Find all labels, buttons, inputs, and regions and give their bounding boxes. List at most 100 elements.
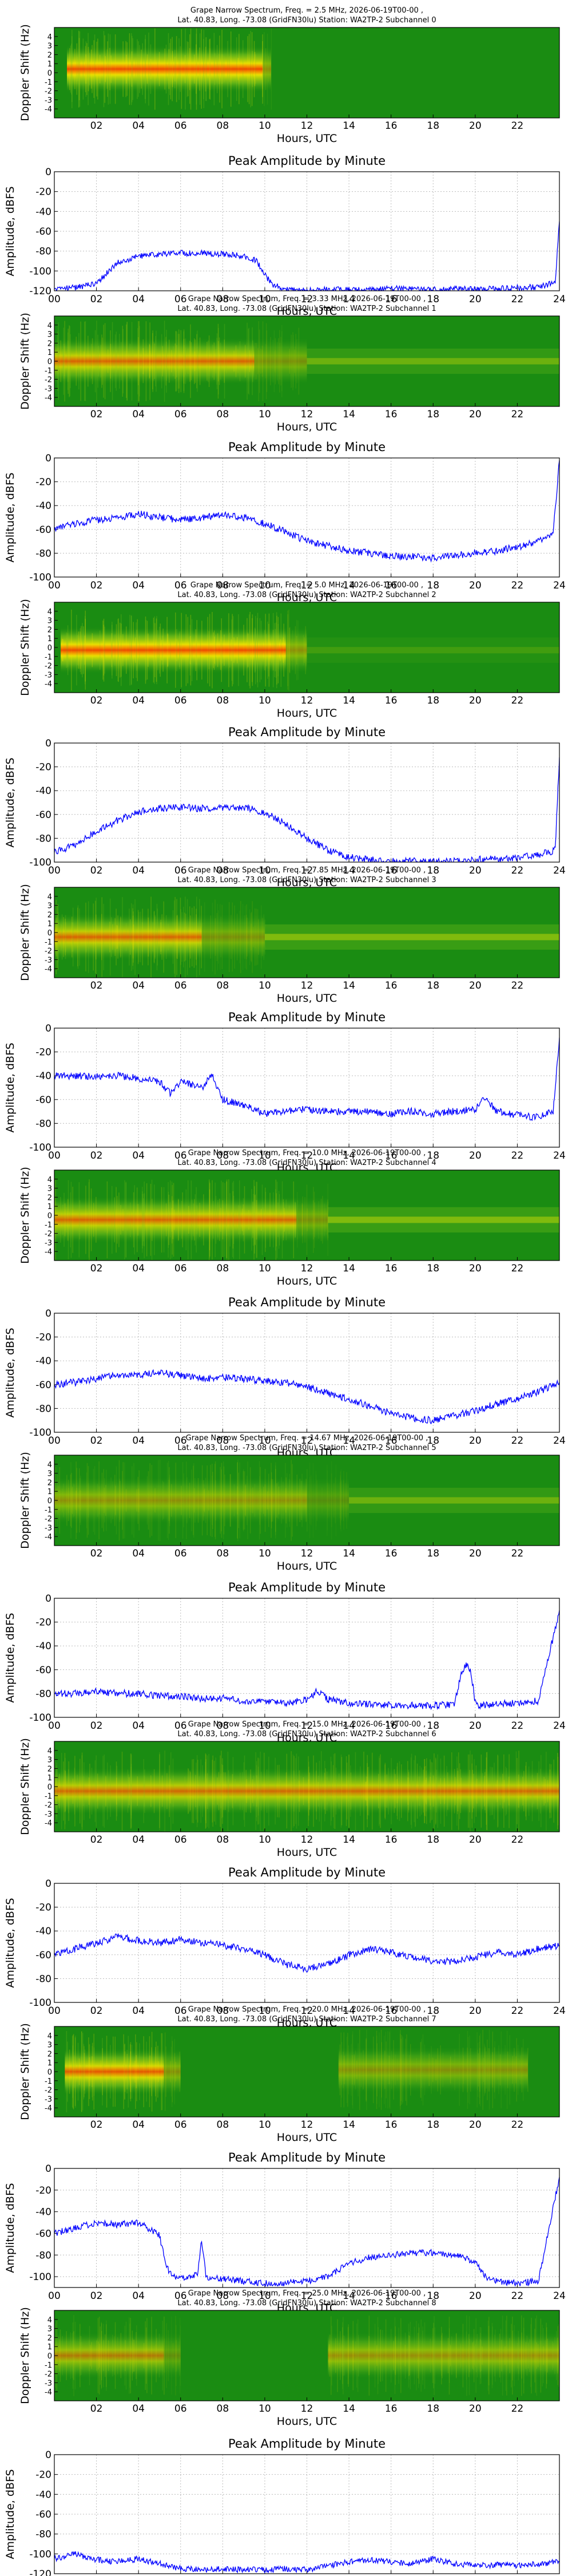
spectrogram-streak <box>372 2036 374 2103</box>
x-tick-label: 08 <box>217 980 229 991</box>
spectrogram-streak <box>340 1471 341 1530</box>
spectrogram-streak <box>422 2326 423 2385</box>
y-tick-label: -1 <box>45 1792 52 1801</box>
spectrogram-streak <box>221 904 223 970</box>
x-tick-label: 00 <box>48 865 61 876</box>
spectrogram-streak <box>263 1487 264 1514</box>
residual-haze <box>307 637 559 663</box>
amplitude-title: Peak Amplitude by Minute <box>228 725 386 739</box>
y-tick-label: 4 <box>47 608 52 617</box>
y-tick-label: -20 <box>35 187 51 198</box>
y-tick-label: -100 <box>29 1712 51 1724</box>
spectrogram-streak <box>384 2036 385 2104</box>
y-axis-label: Doppler Shift (Hz) <box>19 313 31 410</box>
spectrogram-streak <box>376 2030 378 2109</box>
y-tick-label: -100 <box>29 1997 51 2009</box>
x-tick-label: 10 <box>259 1150 271 1161</box>
spectrogram-streak <box>265 48 267 90</box>
spectrogram-streak <box>345 1483 347 1518</box>
spectrogram-streak <box>498 2045 499 2095</box>
y-axis-label: Amplitude, dBFS <box>4 1327 17 1417</box>
spectrogram-streak <box>521 2047 523 2093</box>
spectrogram-streak <box>366 2029 367 2111</box>
spectrogram-streak <box>327 1199 328 1240</box>
spectrogram-streak <box>420 2042 422 2098</box>
y-tick-label: -3 <box>45 1524 52 1532</box>
spectrogram-streak <box>76 1461 77 1539</box>
signal-fade-band <box>164 2048 181 2096</box>
spectrogram-streak <box>401 2034 402 2105</box>
residual-carrier <box>349 1497 559 1504</box>
spectrogram-streak <box>242 904 244 970</box>
spectrogram-streak <box>223 1466 225 1535</box>
spectrogram-streak <box>59 1467 61 1534</box>
spectrogram-streak <box>275 349 276 373</box>
y-tick-label: 0 <box>47 1783 52 1792</box>
spectrogram-streak <box>244 906 246 969</box>
spectrogram-streak <box>380 2029 382 2110</box>
spectrogram-streak <box>418 2323 419 2388</box>
amplitude-series-line <box>54 1037 559 1121</box>
amplitude-series-line <box>54 2176 559 2287</box>
y-tick-label: -20 <box>35 762 51 773</box>
y-axis-label: Amplitude, dBFS <box>4 472 17 562</box>
y-axis-label: Doppler Shift (Hz) <box>19 2307 31 2404</box>
y-tick-label: -40 <box>35 1641 51 1652</box>
x-tick-label: 04 <box>132 409 145 420</box>
y-tick-label: 0 <box>47 2068 52 2077</box>
spectrogram-streak <box>249 1467 251 1534</box>
y-tick-label: -20 <box>35 1332 51 1344</box>
x-tick-label: 22 <box>511 1435 524 1447</box>
spectrogram-streak <box>295 334 296 389</box>
spectrogram-streak <box>175 1463 177 1538</box>
x-tick-label: 08 <box>217 1435 229 1447</box>
spectrogram-streak <box>88 1465 89 1535</box>
spectrogram-streak <box>351 2044 352 2096</box>
spectrogram-title: Grape Narrow Spectrum, Freq. = 14.67 MHz… <box>186 1434 428 1443</box>
spectrogram-streak <box>456 2333 457 2379</box>
x-tick-label: 06 <box>174 120 187 132</box>
spectrogram-streak <box>440 2340 442 2371</box>
spectrogram-streak <box>354 2056 355 2084</box>
y-axis-label: Doppler Shift (Hz) <box>19 24 31 121</box>
spectrogram-streak <box>246 904 247 970</box>
spectrogram-panel: Grape Narrow Spectrum, Freq. = 20.0 MHz,… <box>19 2005 560 2144</box>
y-tick-label: -3 <box>45 2095 52 2104</box>
spectrogram-streak <box>432 2057 434 2083</box>
x-tick-label: 06 <box>174 1548 187 1559</box>
y-tick-label: 2 <box>47 911 52 919</box>
spectrogram-streak <box>342 2322 343 2389</box>
spectrogram-streak <box>272 1479 273 1522</box>
spectrogram-streak <box>516 2038 517 2102</box>
x-tick-label: 20 <box>469 409 482 420</box>
x-tick-label: 00 <box>48 2290 61 2302</box>
spectrogram-streak <box>274 351 276 371</box>
spectrogram-streak <box>224 1474 225 1527</box>
x-tick-label: 18 <box>427 1548 439 1559</box>
spectrogram-streak <box>228 902 230 973</box>
x-tick-label: 14 <box>343 695 355 706</box>
y-tick-label: -80 <box>35 2250 51 2261</box>
y-tick-label: -4 <box>45 1533 52 1542</box>
x-tick-label: 24 <box>553 580 566 591</box>
spectrogram-streak <box>327 1483 328 1518</box>
x-tick-label: 06 <box>174 1834 187 1846</box>
x-tick-label: 00 <box>48 294 61 305</box>
spectrogram-streak <box>339 2342 340 2369</box>
spectrogram-streak <box>261 349 263 373</box>
spectrogram-title: Grape Narrow Spectrum, Freq. = 25.0 MHz,… <box>188 2289 426 2298</box>
spectrogram-streak <box>264 919 266 955</box>
x-tick-label: 16 <box>385 409 398 420</box>
spectrogram-streak <box>331 1473 332 1528</box>
y-tick-label: -1 <box>45 2361 52 2370</box>
x-tick-label: 06 <box>174 2005 187 2017</box>
x-tick-label: 14 <box>343 2119 355 2131</box>
spectrogram-streak <box>527 2048 529 2092</box>
spectrogram-streak <box>158 1460 159 1541</box>
spectrogram-streak <box>463 2056 464 2084</box>
spectrogram-streak <box>296 620 297 681</box>
spectrogram-streak <box>258 321 260 401</box>
spectrogram-streak <box>311 1210 313 1230</box>
spectrogram-streak <box>298 327 300 395</box>
spectrogram-streak <box>393 2341 394 2370</box>
